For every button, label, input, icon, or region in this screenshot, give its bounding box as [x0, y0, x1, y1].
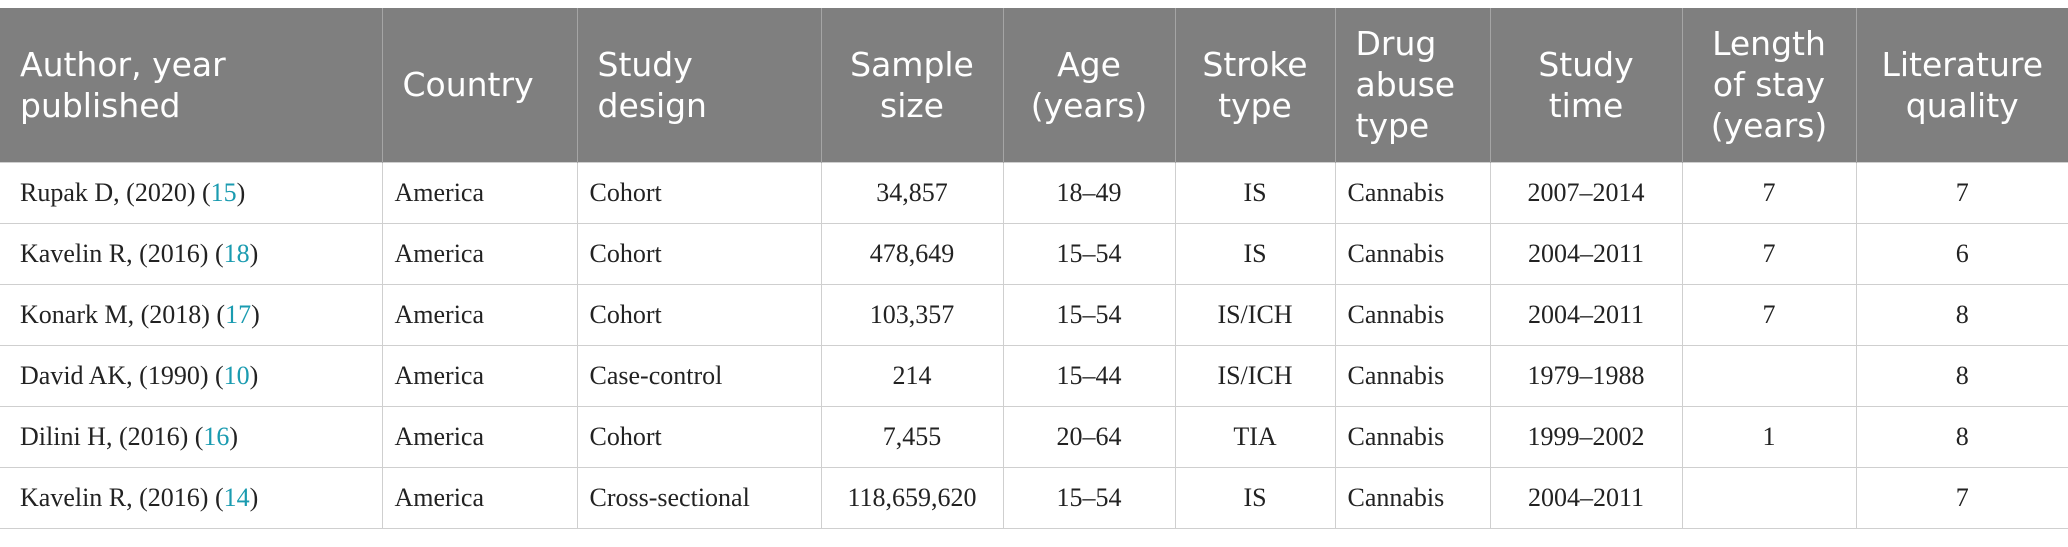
- cell-age: 18–49: [1003, 161, 1176, 223]
- cell-design: Case-control: [577, 344, 822, 406]
- header-length-of-stay: Length of stay (years): [1682, 8, 1857, 162]
- author-close: ): [249, 482, 259, 512]
- header-study-time: Study time: [1490, 8, 1683, 162]
- table-row: Dilini H, (2016) (16) America Cohort 7,4…: [0, 405, 2068, 467]
- cell-author: Dilini H, (2016) (16): [0, 405, 383, 467]
- cell-stay: 1: [1682, 405, 1857, 467]
- author-text: Konark M, (2018) (: [20, 299, 226, 329]
- cell-sample: 34,857: [821, 161, 1004, 223]
- cell-stroke: IS: [1175, 161, 1336, 223]
- reference-link[interactable]: 15: [210, 177, 237, 207]
- cell-design: Cross-sectional: [577, 466, 822, 529]
- cell-time: 2004–2011: [1490, 283, 1683, 345]
- author-close: ): [229, 421, 239, 451]
- cell-drug: Cannabis: [1335, 466, 1491, 529]
- author-text: David AK, (1990) (: [20, 360, 224, 390]
- cell-quality: 7: [1856, 161, 2068, 223]
- author-text: Dilini H, (2016) (: [20, 421, 204, 451]
- reference-link[interactable]: 10: [223, 360, 250, 390]
- author-close: ): [236, 177, 246, 207]
- author-text: Kavelin R, (2016) (: [20, 238, 224, 268]
- author-close: ): [249, 238, 259, 268]
- reference-link[interactable]: 14: [223, 482, 250, 512]
- cell-time: 2007–2014: [1490, 161, 1683, 223]
- cell-stroke: IS/ICH: [1175, 283, 1336, 345]
- cell-stroke: IS/ICH: [1175, 344, 1336, 406]
- cell-stay: 7: [1682, 161, 1857, 223]
- cell-author: Kavelin R, (2016) (18): [0, 222, 383, 284]
- author-close: ): [249, 360, 259, 390]
- header-stroke-type: Stroke type: [1175, 8, 1336, 162]
- cell-age: 15–54: [1003, 283, 1176, 345]
- cell-author: Rupak D, (2020) (15): [0, 161, 383, 223]
- cell-country: America: [382, 344, 578, 406]
- cell-time: 1979–1988: [1490, 344, 1683, 406]
- cell-design: Cohort: [577, 222, 822, 284]
- study-characteristics-table: Author, year published Country Study des…: [0, 8, 2068, 529]
- cell-drug: Cannabis: [1335, 405, 1491, 467]
- cell-quality: 6: [1856, 222, 2068, 284]
- cell-sample: 214: [821, 344, 1004, 406]
- cell-age: 15–44: [1003, 344, 1176, 406]
- cell-design: Cohort: [577, 405, 822, 467]
- table-row: Konark M, (2018) (17) America Cohort 103…: [0, 283, 2068, 345]
- cell-time: 2004–2011: [1490, 466, 1683, 529]
- cell-drug: Cannabis: [1335, 161, 1491, 223]
- cell-stroke: TIA: [1175, 405, 1336, 467]
- cell-sample: 103,357: [821, 283, 1004, 345]
- header-age: Age (years): [1003, 8, 1176, 162]
- header-literature-quality: Literature quality: [1856, 8, 2068, 162]
- header-country: Country: [382, 8, 578, 162]
- cell-author: Konark M, (2018) (17): [0, 283, 383, 345]
- cell-sample: 7,455: [821, 405, 1004, 467]
- cell-country: America: [382, 405, 578, 467]
- cell-age: 15–54: [1003, 466, 1176, 529]
- cell-age: 20–64: [1003, 405, 1176, 467]
- cell-quality: 7: [1856, 466, 2068, 529]
- cell-quality: 8: [1856, 283, 2068, 345]
- cell-time: 2004–2011: [1490, 222, 1683, 284]
- header-drug-abuse-type: Drug abuse type: [1335, 8, 1491, 162]
- cell-design: Cohort: [577, 283, 822, 345]
- cell-quality: 8: [1856, 405, 2068, 467]
- author-close: ): [251, 299, 260, 329]
- cell-drug: Cannabis: [1335, 283, 1491, 345]
- author-text: Kavelin R, (2016) (: [20, 482, 224, 512]
- cell-stroke: IS: [1175, 466, 1336, 529]
- cell-stay: [1682, 466, 1857, 529]
- table-row: David AK, (1990) (10) America Case-contr…: [0, 344, 2068, 406]
- author-text: Rupak D, (2020) (: [20, 177, 211, 207]
- cell-sample: 118,659,620: [821, 466, 1004, 529]
- cell-stroke: IS: [1175, 222, 1336, 284]
- table-row: Kavelin R, (2016) (14) America Cross-sec…: [0, 466, 2068, 529]
- reference-link[interactable]: 16: [203, 421, 230, 451]
- cell-country: America: [382, 466, 578, 529]
- cell-stay: 7: [1682, 222, 1857, 284]
- cell-author: David AK, (1990) (10): [0, 344, 383, 406]
- header-author: Author, year published: [0, 8, 383, 162]
- cell-stay: [1682, 344, 1857, 406]
- cell-time: 1999–2002: [1490, 405, 1683, 467]
- cell-author: Kavelin R, (2016) (14): [0, 466, 383, 529]
- reference-link[interactable]: 17: [225, 299, 252, 329]
- header-study-design: Study design: [577, 8, 822, 162]
- table-row: Rupak D, (2020) (15) America Cohort 34,8…: [0, 161, 2068, 223]
- cell-sample: 478,649: [821, 222, 1004, 284]
- cell-country: America: [382, 222, 578, 284]
- cell-age: 15–54: [1003, 222, 1176, 284]
- cell-drug: Cannabis: [1335, 344, 1491, 406]
- header-row: Author, year published Country Study des…: [0, 8, 2068, 162]
- cell-quality: 8: [1856, 344, 2068, 406]
- cell-design: Cohort: [577, 161, 822, 223]
- data-table: Author, year published Country Study des…: [0, 8, 2068, 529]
- reference-link[interactable]: 18: [223, 238, 250, 268]
- cell-country: America: [382, 283, 578, 345]
- cell-country: America: [382, 161, 578, 223]
- cell-stay: 7: [1682, 283, 1857, 345]
- cell-drug: Cannabis: [1335, 222, 1491, 284]
- header-sample-size: Sample size: [821, 8, 1004, 162]
- table-row: Kavelin R, (2016) (18) America Cohort 47…: [0, 222, 2068, 284]
